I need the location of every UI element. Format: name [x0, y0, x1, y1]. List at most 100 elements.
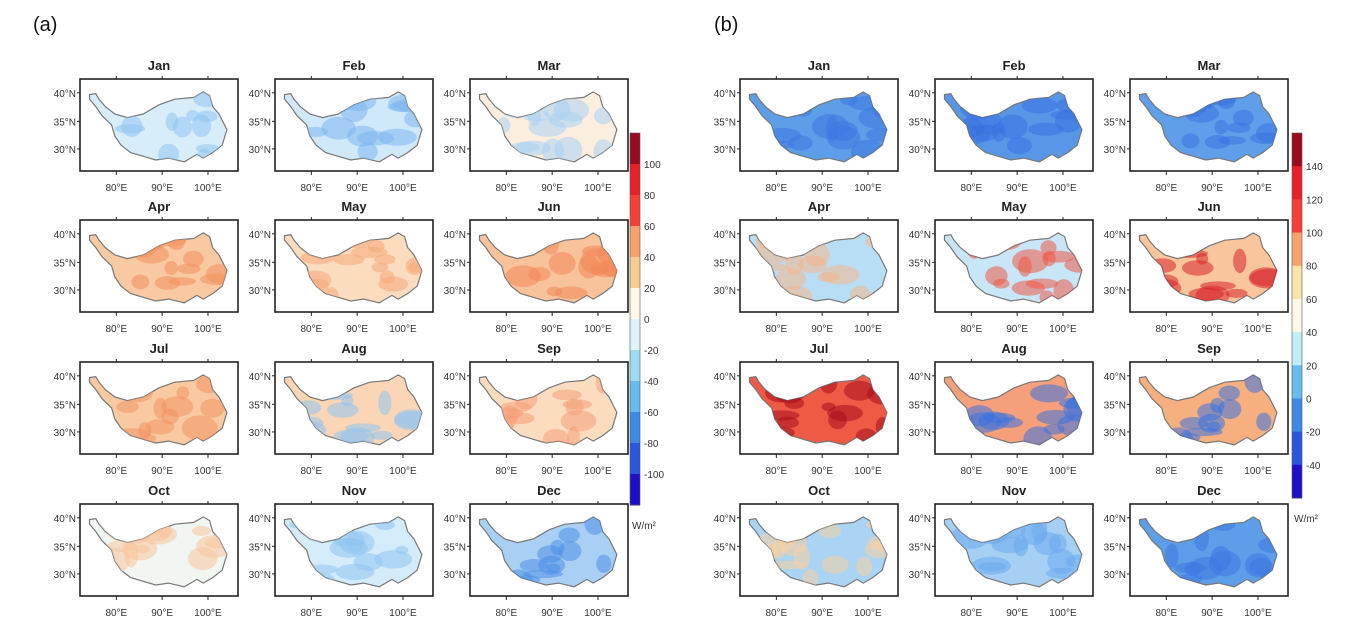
plateau-shape [1138, 516, 1278, 588]
field-patch [558, 527, 580, 543]
colorbar-unit: W/m² [1294, 514, 1319, 525]
colorbar-segment [1292, 332, 1302, 366]
field-patch [1048, 533, 1067, 553]
field-patch [200, 398, 225, 418]
lat-tick-label: 40°N [909, 89, 931, 100]
map-jul-panel-b: Jul 40°N 35°N 30°N 80°E 90°E 100°E [714, 341, 899, 477]
map-title: Aug [341, 341, 366, 356]
colorbar-segment [630, 412, 640, 444]
map-jan-panel-a: Jan 40°N 35°N 30°N 80°E 90°E 100°E [54, 58, 239, 194]
lat-tick-label: 35°N [444, 117, 466, 128]
lat-tick-label: 35°N [54, 542, 76, 553]
lon-tick-label: 90°E [541, 466, 563, 477]
lon-tick-label: 90°E [151, 183, 173, 194]
lat-tick-label: 40°N [1104, 372, 1126, 383]
lat-tick-label: 40°N [249, 89, 271, 100]
map-oct-panel-a: Oct 40°N 35°N 30°N 80°E 90°E 100°E [54, 483, 239, 619]
lon-tick-label: 100°E [1244, 183, 1272, 194]
lon-tick-label: 80°E [960, 183, 982, 194]
lat-tick-label: 35°N [249, 258, 271, 269]
lat-tick-label: 35°N [54, 258, 76, 269]
colorbar-segment [630, 288, 640, 320]
lon-tick-label: 100°E [389, 183, 417, 194]
field-patch [1206, 421, 1221, 431]
lon-tick-label: 90°E [541, 324, 563, 335]
colorbar-segment [1292, 232, 1302, 267]
lon-tick-label: 80°E [105, 183, 127, 194]
lat-tick-label: 35°N [444, 400, 466, 411]
field-patch [1043, 424, 1065, 435]
plateau-shape [1138, 91, 1278, 163]
lon-tick-label: 90°E [1006, 183, 1028, 194]
lon-tick-label: 100°E [1049, 183, 1077, 194]
lat-tick-label: 30°N [909, 570, 931, 581]
field-patch [191, 114, 212, 138]
lat-tick-label: 40°N [444, 372, 466, 383]
field-patch [500, 401, 532, 413]
map-may-panel-a: May 40°N 35°N 30°N 80°E 90°E 100°E [249, 199, 434, 335]
map-title: Dec [537, 483, 561, 498]
colorbar-segment [1292, 431, 1302, 466]
map-title: Jun [1197, 199, 1220, 214]
lon-tick-label: 80°E [300, 466, 322, 477]
field-patch [515, 140, 551, 156]
lon-tick-label: 100°E [1244, 324, 1272, 335]
field-patch [1021, 97, 1058, 114]
lat-tick-label: 35°N [444, 258, 466, 269]
plateau-shape [88, 232, 228, 304]
lon-tick-label: 100°E [194, 324, 222, 335]
lat-tick-label: 30°N [1104, 570, 1126, 581]
colorbar-unit: W/m² [632, 521, 657, 532]
lat-tick-label: 35°N [444, 542, 466, 553]
field-patch [505, 265, 541, 288]
lon-tick-label: 80°E [765, 183, 787, 194]
field-patch [1179, 417, 1208, 430]
lon-tick-label: 100°E [1049, 608, 1077, 619]
map-title: Feb [342, 58, 365, 73]
lon-tick-label: 90°E [1201, 183, 1223, 194]
map-nov-panel-a: Nov 40°N 35°N 30°N 80°E 90°E 100°E [249, 483, 434, 619]
field-patch [195, 144, 220, 153]
colorbar-label: 0 [644, 315, 650, 326]
lon-tick-label: 80°E [765, 324, 787, 335]
map-apr-panel-a: Apr 40°N 35°N 30°N 80°E 90°E 100°E [54, 199, 239, 335]
lat-tick-label: 35°N [1104, 258, 1126, 269]
colorbar-label: -20 [1306, 428, 1321, 439]
lon-tick-label: 90°E [151, 608, 173, 619]
field-patch [995, 417, 1023, 428]
colorbar-label: 80 [1306, 262, 1318, 273]
colorbar-segment [630, 164, 640, 196]
lon-tick-label: 100°E [854, 466, 882, 477]
lon-tick-label: 100°E [854, 608, 882, 619]
map-dec-panel-b: Dec 40°N 35°N 30°N 80°E 90°E 100°E [1104, 483, 1289, 619]
lon-tick-label: 100°E [1244, 466, 1272, 477]
field-patch [357, 141, 378, 161]
lon-tick-label: 90°E [1201, 608, 1223, 619]
lon-tick-label: 90°E [811, 466, 833, 477]
map-jan-panel-b: Jan 40°N 35°N 30°N 80°E 90°E 100°E [714, 58, 899, 194]
lon-tick-label: 80°E [1155, 466, 1177, 477]
map-title: Oct [148, 483, 170, 498]
lat-tick-label: 40°N [444, 89, 466, 100]
field-patch [1204, 135, 1231, 149]
lon-tick-label: 90°E [151, 324, 173, 335]
lat-tick-label: 35°N [249, 542, 271, 553]
map-title: Jan [148, 58, 170, 73]
colorbar-label: -80 [644, 439, 659, 450]
lat-tick-label: 30°N [54, 570, 76, 581]
field-patch [394, 411, 422, 431]
lat-tick-label: 30°N [54, 428, 76, 439]
field-patch [788, 135, 813, 151]
lon-tick-label: 90°E [1006, 608, 1028, 619]
lon-tick-label: 80°E [1155, 183, 1177, 194]
lat-tick-label: 35°N [909, 400, 931, 411]
lat-tick-label: 40°N [249, 514, 271, 525]
field-patch [161, 396, 194, 417]
field-patch [1164, 543, 1179, 568]
field-patch [554, 286, 588, 300]
map-title: Sep [537, 341, 561, 356]
field-patch [327, 402, 359, 418]
field-patch [1020, 522, 1048, 546]
lon-tick-label: 100°E [389, 608, 417, 619]
